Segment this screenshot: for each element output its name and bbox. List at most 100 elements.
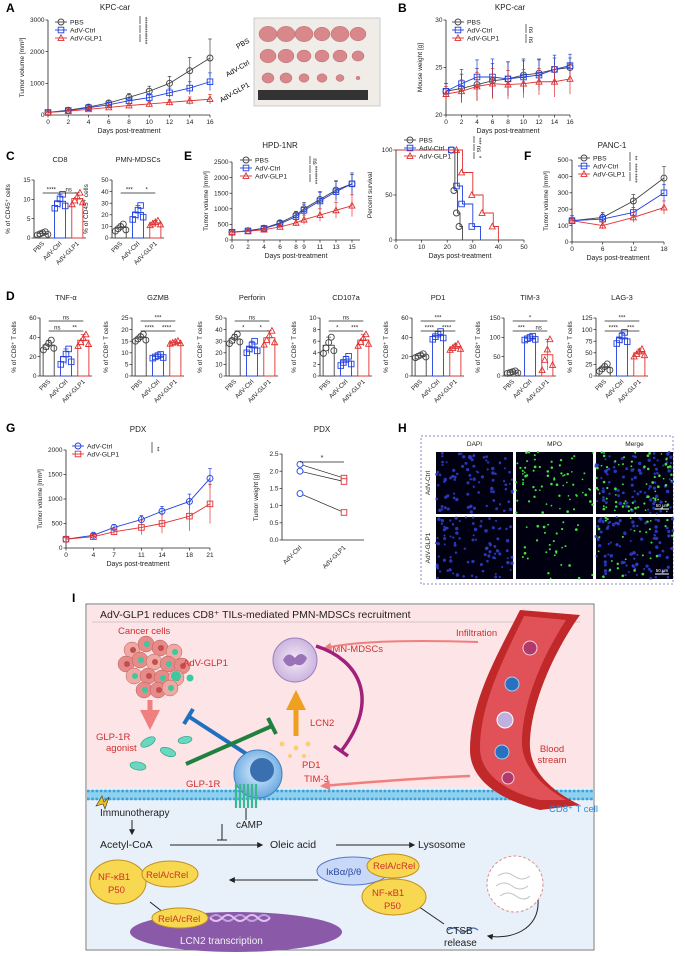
mpo-signal: [624, 558, 627, 561]
y-tick-label: 1.5: [269, 486, 278, 493]
mpo-signal: [527, 500, 531, 503]
sample-point: [148, 219, 157, 227]
mpo-signal: [605, 465, 609, 469]
dapi-nucleus: [633, 475, 637, 480]
dapi-nucleus: [443, 543, 446, 546]
x-tick-label: 10: [146, 119, 154, 126]
dapi-nucleus: [452, 468, 456, 472]
mpo-signal: [561, 527, 564, 531]
label-release: release: [444, 938, 477, 949]
y-tick-label: 10: [23, 197, 31, 204]
dapi-nucleus: [472, 534, 475, 537]
data-point: [186, 84, 193, 92]
chart-title: CD8: [52, 155, 67, 164]
schematic-title: AdV-GLP1 reduces CD8⁺ TILs-mediated PMN-…: [100, 609, 411, 621]
mpo-signal: [516, 462, 519, 465]
mpo-signal: [535, 539, 539, 542]
label-oleic-acid: Oleic acid: [270, 839, 316, 851]
dapi-nucleus: [444, 495, 448, 499]
cancer-cell-nucleus: [160, 675, 166, 681]
y-tick-label: 2.5: [269, 451, 278, 458]
sample-point: [171, 337, 180, 345]
sample-point: [59, 191, 66, 198]
censor-mark: [453, 182, 460, 190]
sample-point: [139, 213, 147, 221]
mpo-signal: [641, 554, 644, 557]
dapi-nucleus: [652, 536, 656, 540]
mpo-signal: [631, 501, 634, 504]
blood-line-2: stream: [537, 755, 566, 766]
mpo-signal: [604, 516, 608, 519]
cancer-cell-cluster: [117, 635, 191, 699]
data-point: [566, 74, 574, 82]
mpo-signal: [552, 540, 555, 543]
lightning-icon: [95, 795, 110, 810]
cancer-cell-nucleus: [152, 659, 158, 665]
data-point: [442, 89, 450, 97]
data-point: [62, 535, 70, 543]
dapi-nucleus: [491, 526, 495, 530]
sample-point: [439, 334, 447, 342]
dapi-nucleus: [645, 564, 649, 568]
mpo-signal: [534, 489, 537, 492]
dapi-nucleus: [495, 519, 498, 522]
legend-label: AdV-Ctrl: [467, 27, 493, 34]
sig-label: *: [475, 156, 481, 159]
dapi-nucleus: [489, 490, 493, 493]
data-point: [166, 79, 173, 87]
sample-point: [262, 335, 271, 343]
mpo-signal: [545, 503, 548, 505]
dapi-nucleus: [597, 519, 602, 523]
mpo-signal: [521, 469, 524, 472]
y-tick-label: 10: [215, 362, 223, 369]
dapi-nucleus: [507, 500, 511, 504]
dapi-nucleus: [631, 495, 634, 499]
dapi-nucleus: [667, 529, 671, 534]
mpo-signal: [606, 486, 609, 490]
y-tick-label: 1000: [48, 496, 63, 503]
column-label: MPO: [547, 441, 562, 448]
legend-label: PBS: [70, 19, 84, 26]
data-point: [165, 98, 174, 106]
mpo-signal: [627, 505, 630, 508]
y-tick-label: 0: [405, 373, 409, 380]
mpo-signal: [598, 492, 601, 495]
category-label: AdV-Ctrl: [282, 544, 304, 566]
y-tick-label: 500: [52, 521, 63, 528]
dapi-nucleus: [604, 572, 608, 576]
dapi-nucleus: [443, 480, 446, 483]
dapi-nucleus: [638, 471, 643, 475]
panel-e-survival-chart: 0 10 20 30 40 50 0 50 100 Days post-treatment Perc…: [367, 136, 528, 260]
mpo-signal: [547, 523, 550, 526]
sig-label: ns: [527, 27, 533, 33]
sample-point: [68, 200, 76, 208]
mpo-signal: [597, 488, 600, 491]
dapi-nucleus: [503, 467, 507, 470]
dapi-nucleus: [506, 560, 510, 565]
label-p50-b: P50: [384, 901, 401, 912]
mpo-signal: [536, 524, 540, 528]
ctrl-point: [296, 467, 304, 475]
mpo-signal: [515, 511, 518, 514]
dapi-nucleus: [435, 472, 439, 476]
cancer-cell-nucleus: [166, 661, 172, 667]
dapi-nucleus: [656, 459, 659, 462]
dapi-nucleus: [478, 481, 481, 484]
mpo-signal: [646, 454, 650, 458]
x-tick-label: 12: [535, 119, 543, 126]
sample-point: [354, 341, 362, 349]
chart-title: KPC-car: [100, 3, 131, 12]
mpo-signal: [614, 460, 617, 463]
dapi-nucleus: [633, 567, 637, 570]
mpo-signal: [602, 480, 606, 484]
y-axis-label: % of CD8⁺ T cells: [383, 320, 390, 372]
dapi-nucleus: [498, 575, 502, 579]
sig-label: ****: [162, 326, 172, 332]
mpo-signal: [650, 541, 653, 544]
dapi-nucleus: [607, 542, 610, 546]
ctrl-point: [296, 460, 304, 468]
mpo-signal: [568, 564, 571, 567]
dapi-nucleus: [495, 549, 500, 553]
dapi-nucleus: [449, 556, 452, 559]
sample-point: [74, 341, 82, 349]
